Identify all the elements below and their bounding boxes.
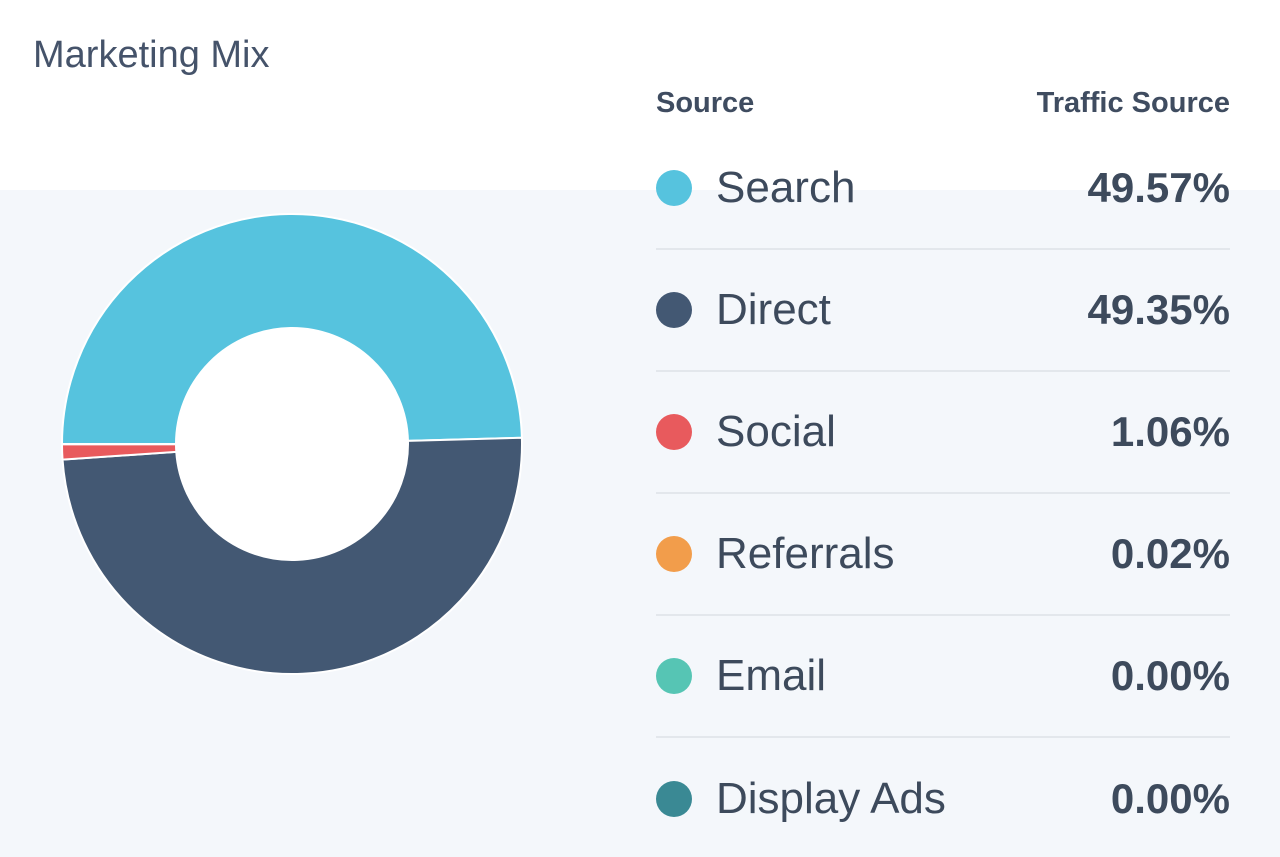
legend-value: 49.57% [1087,164,1230,211]
legend-color-dot [656,781,692,817]
donut-hole [176,328,408,560]
legend-row: Direct 49.35% [656,250,1230,372]
legend-row-left: Direct [656,285,831,335]
widget-title: Marketing Mix [33,34,270,76]
legend-value: 1.06% [1110,408,1230,455]
legend-color-dot [656,658,692,694]
legend-label: Direct [716,285,831,334]
legend-label: Social [716,407,836,456]
legend-row: Email 0.00% [656,616,1230,738]
legend-table: Source Traffic Source Search 49.57% Direct… [656,78,1230,857]
legend-header: Source Traffic Source [656,78,1230,128]
legend-label: Referrals [716,529,895,578]
legend-rows: Search 49.57% Direct 49.35% Social 1.06% Refer… [656,128,1230,857]
legend-value: 0.00% [1110,775,1230,822]
legend-row: Social 1.06% [656,372,1230,494]
legend-color-dot [656,170,692,206]
legend-value: 0.00% [1110,652,1230,699]
legend-row-left: Email [656,651,826,701]
legend-row-left: Social [656,407,836,457]
legend-row-left: Referrals [656,529,895,579]
legend-color-dot [656,414,692,450]
legend-label: Email [716,651,827,700]
legend-row: Referrals 0.02% [656,494,1230,616]
donut-chart [60,213,523,675]
legend-row: Search 49.57% [656,128,1230,250]
legend-color-dot [656,536,692,572]
legend-row-left: Search [656,163,855,213]
legend-label: Display Ads [716,774,946,823]
legend-color-dot [656,292,692,328]
legend-value: 49.35% [1087,286,1230,333]
legend-value: 0.02% [1110,530,1230,577]
legend-row-left: Display Ads [656,774,946,824]
traffic-source-column-header: Traffic Source [1036,86,1230,119]
source-column-header: Source [656,86,755,119]
legend-label: Search [716,163,856,212]
legend-row: Display Ads 0.00% [656,738,1230,857]
